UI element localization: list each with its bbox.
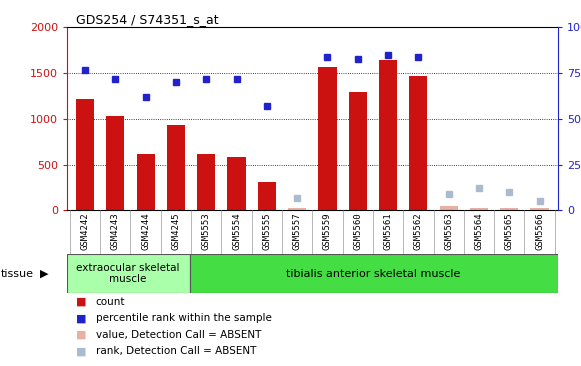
Text: extraocular skeletal
muscle: extraocular skeletal muscle [77,263,180,284]
Bar [288,208,306,210]
Text: percentile rank within the sample: percentile rank within the sample [96,313,272,324]
Text: ■: ■ [76,346,86,356]
Bar [500,208,518,210]
Text: tissue: tissue [1,269,34,279]
Bar [379,60,397,210]
Bar [167,125,185,210]
Text: GSM5566: GSM5566 [535,213,544,250]
Text: GSM4244: GSM4244 [141,213,150,250]
Text: value, Detection Call = ABSENT: value, Detection Call = ABSENT [96,330,261,340]
Bar [227,157,246,210]
Bar [76,99,94,210]
Bar [137,154,155,210]
Text: tibialis anterior skeletal muscle: tibialis anterior skeletal muscle [286,269,461,279]
Bar [258,182,276,210]
Bar [318,67,336,210]
Text: GSM5560: GSM5560 [353,213,362,250]
Text: GSM4242: GSM4242 [81,213,89,250]
Bar [530,208,548,210]
Text: ■: ■ [76,330,86,340]
Text: GSM5554: GSM5554 [232,213,241,250]
Text: GSM5555: GSM5555 [263,213,271,250]
Text: GSM5563: GSM5563 [444,213,453,250]
Text: GSM5564: GSM5564 [475,213,483,250]
Bar [440,206,458,210]
Text: GDS254 / S74351_s_at: GDS254 / S74351_s_at [76,13,218,26]
Text: ■: ■ [76,297,86,307]
Bar [470,208,488,210]
Bar [409,76,428,210]
Text: count: count [96,297,125,307]
Text: GSM5565: GSM5565 [505,213,514,250]
Bar [189,254,558,293]
Text: GSM4243: GSM4243 [111,213,120,250]
Text: GSM5562: GSM5562 [414,213,423,250]
Text: rank, Detection Call = ABSENT: rank, Detection Call = ABSENT [96,346,256,356]
Bar [67,254,189,293]
Text: GSM5557: GSM5557 [293,213,302,250]
Bar [349,93,367,210]
Text: GSM5559: GSM5559 [323,213,332,250]
Text: ■: ■ [76,313,86,324]
Text: ▶: ▶ [40,269,48,279]
Text: GSM4245: GSM4245 [171,213,181,250]
Text: GSM5553: GSM5553 [202,213,211,250]
Bar [106,116,124,210]
Text: GSM5561: GSM5561 [383,213,393,250]
Bar [197,154,216,210]
